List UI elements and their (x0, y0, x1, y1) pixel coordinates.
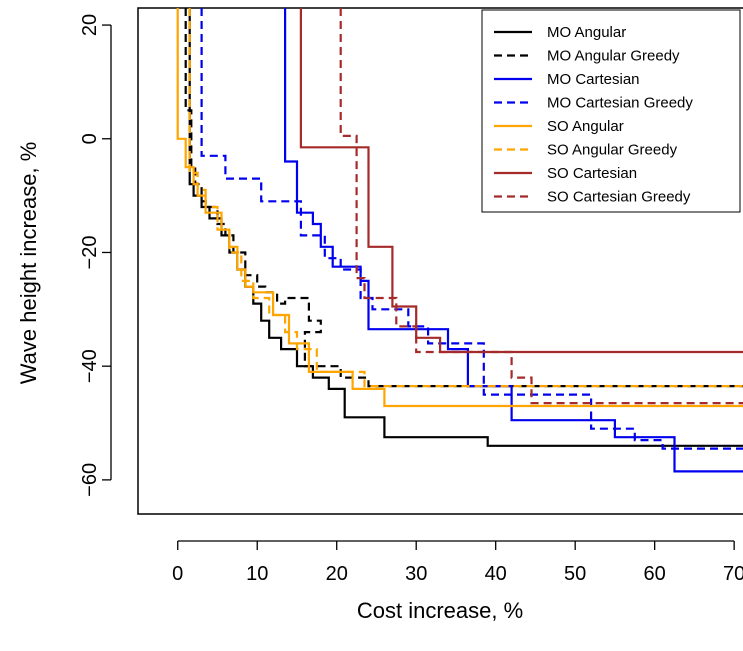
x-tick-label: 60 (644, 563, 666, 585)
y-tick-label: −60 (79, 463, 101, 497)
legend-label: SO Cartesian Greedy (547, 189, 691, 206)
legend-label: SO Angular (547, 118, 624, 135)
x-tick-label: 20 (326, 563, 348, 585)
y-tick-label: 20 (79, 14, 101, 36)
legend-label: MO Angular Greedy (547, 48, 680, 65)
series-line-6 (188, 8, 743, 388)
y-tick-label: −40 (79, 349, 101, 383)
y-axis-title: Wave height increase, % (16, 142, 41, 385)
legend-label: MO Angular (547, 24, 626, 41)
y-tick-label: −20 (79, 236, 101, 270)
series-line-3 (284, 8, 743, 473)
legend-label: MO Cartesian (547, 71, 640, 88)
x-tick-label: 0 (172, 563, 183, 585)
x-axis-title: Cost increase, % (357, 598, 523, 623)
x-tick-label: 30 (405, 563, 427, 585)
x-tick-label: 70 (723, 563, 743, 585)
x-axis: 0 10 20 30 40 50 60 70 (172, 540, 743, 585)
y-tick-label: 0 (79, 133, 101, 144)
plot-frame (137, 7, 743, 515)
legend-label: SO Angular Greedy (547, 142, 678, 159)
legend-label: SO Cartesian (547, 165, 637, 182)
series-line-5 (176, 8, 743, 408)
legend-box (481, 9, 741, 213)
series-line-4 (200, 8, 743, 450)
legend-label: MO Cartesian Greedy (547, 95, 693, 112)
y-axis: −60 −40 −20 0 20 (79, 14, 112, 497)
x-tick-label: 40 (485, 563, 507, 585)
x-tick-label: 50 (564, 563, 586, 585)
x-tick-label: 10 (246, 563, 268, 585)
series-layer (176, 8, 743, 473)
series-line-2 (184, 8, 743, 388)
series-line-8 (339, 8, 743, 405)
legend-entries: MO Angular MO Angular Greedy MO Cartesian M… (494, 24, 693, 206)
legend: MO Angular MO Angular Greedy MO Cartesian M… (481, 9, 741, 213)
